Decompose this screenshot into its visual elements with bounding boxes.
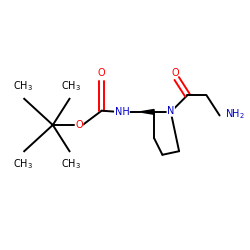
Text: O: O: [75, 120, 83, 130]
Polygon shape: [140, 110, 154, 114]
Text: N: N: [167, 106, 174, 116]
Text: CH$_3$: CH$_3$: [61, 157, 81, 171]
Text: CH$_3$: CH$_3$: [13, 157, 33, 171]
Text: CH$_3$: CH$_3$: [13, 79, 33, 93]
Text: O: O: [98, 68, 106, 78]
Text: O: O: [172, 68, 179, 78]
Text: CH$_3$: CH$_3$: [61, 79, 81, 93]
Text: NH$_2$: NH$_2$: [225, 108, 245, 121]
Text: NH: NH: [114, 107, 129, 117]
